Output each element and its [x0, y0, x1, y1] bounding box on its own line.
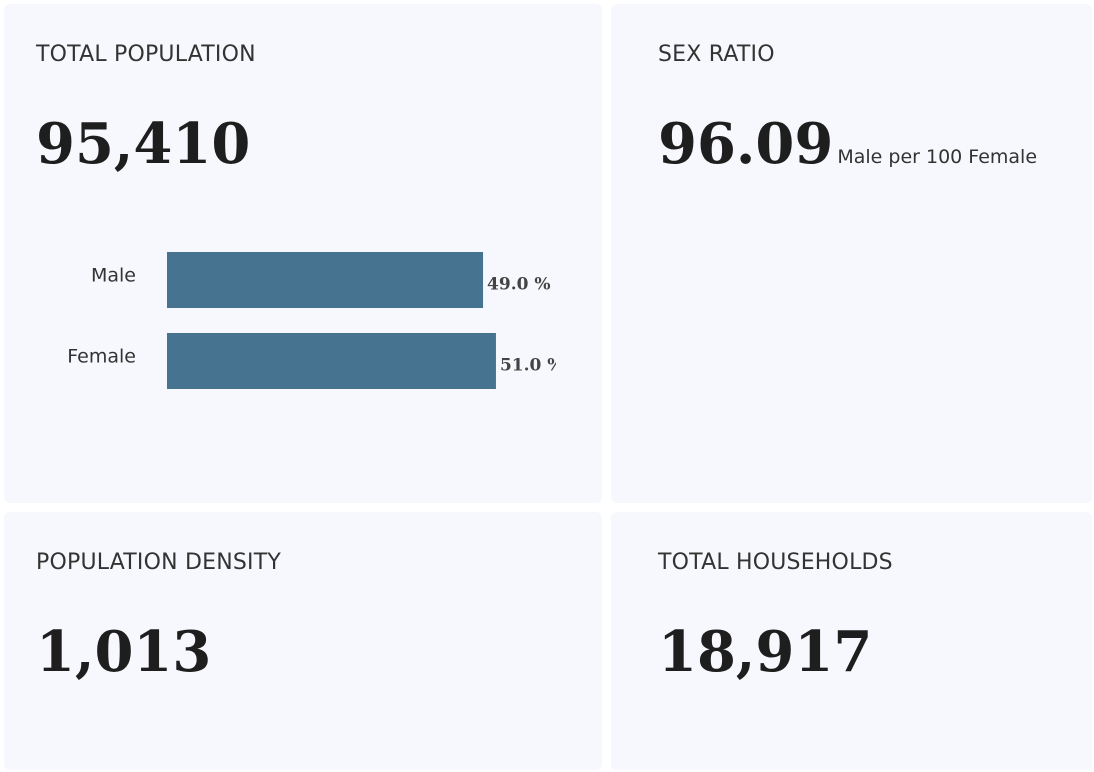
value-unit: Male per 100 Female [837, 146, 1038, 168]
card-title: POPULATION DENSITY [36, 550, 281, 575]
card-value: 95,410 [36, 111, 251, 177]
category-label: Male [91, 265, 136, 287]
card-title: TOTAL HOUSEHOLDS [658, 550, 893, 575]
card-title: TOTAL POPULATION [36, 42, 256, 67]
card-title: SEX RATIO [658, 42, 775, 67]
card: TOTAL HOUSEHOLDS 18,917 [611, 512, 1092, 770]
bar [167, 333, 496, 389]
card: SEX RATIO 96.09 Male per 100 Female [611, 4, 1092, 503]
value-label: 51.0 % [500, 356, 556, 376]
value-label: 49.0 % [487, 275, 550, 295]
card-value: 18,917 [658, 619, 873, 685]
bar [167, 252, 484, 308]
category-label: Female [67, 346, 136, 368]
card: TOTAL POPULATION 95,410 Male 49.0 % Female… [4, 4, 602, 503]
card-value: 96.09 Male per 100 Female [658, 116, 1037, 172]
bar-chart: Male 49.0 % Female 51.0 % [67, 252, 556, 389]
card: POPULATION DENSITY 1,013 [4, 512, 602, 770]
value-number: 96.09 [658, 111, 834, 177]
card-value: 1,013 [36, 619, 212, 685]
